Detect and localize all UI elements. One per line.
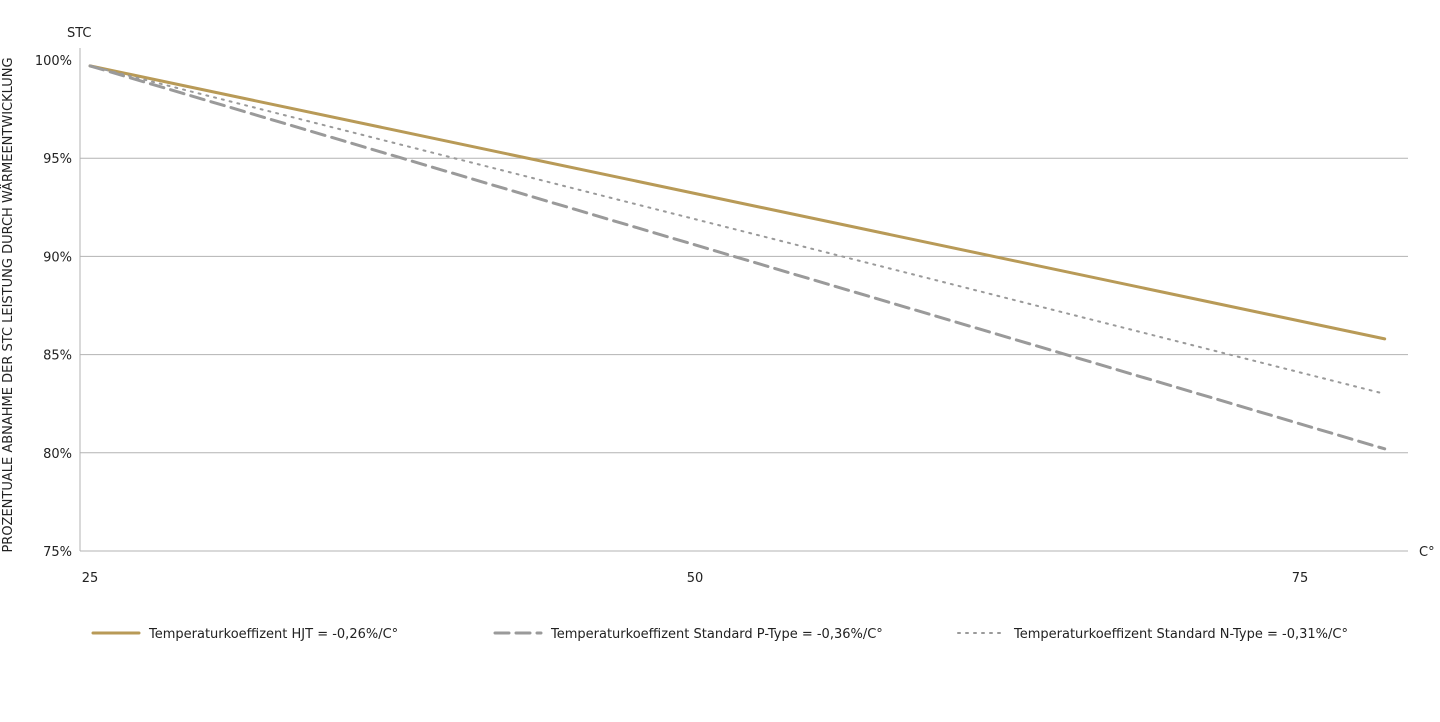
series-hjt-line <box>88 64 1387 341</box>
legend-item-p-type: Temperaturkoeffizent Standard P-Type = -… <box>493 627 883 642</box>
legend-label: Temperaturkoeffizent Standard N-Type = -… <box>1013 627 1348 642</box>
y-tick-label: 85% <box>43 349 72 364</box>
series-n-type-line <box>89 64 1386 395</box>
legend-item-hjt: Temperaturkoeffizent HJT = -0,26%/C° <box>91 627 398 642</box>
x-tick-label: 25 <box>82 571 99 586</box>
axes: 100% 95% 90% 85% 80% 75% 25 50 75 STC C° PROZENTUAL… <box>0 26 1435 586</box>
series-lines <box>88 64 1387 451</box>
y-axis-top-label: STC <box>67 26 92 41</box>
x-axis-unit-label: C° <box>1419 545 1435 560</box>
legend: Temperaturkoeffizent HJT = -0,26%/C° Temp… <box>91 627 1348 642</box>
y-tick-label: 80% <box>43 447 72 462</box>
legend-label: Temperaturkoeffizent Standard P-Type = -… <box>550 627 883 642</box>
y-tick-label: 90% <box>43 250 72 265</box>
y-tick-label: 75% <box>43 545 72 560</box>
gridlines <box>80 157 1408 552</box>
legend-item-n-type: Temperaturkoeffizent Standard N-Type = -… <box>957 627 1348 642</box>
x-tick-label: 75 <box>1292 571 1309 586</box>
y-tick-label: 95% <box>43 152 72 167</box>
y-tick-label: 100% <box>35 54 72 69</box>
legend-label: Temperaturkoeffizent HJT = -0,26%/C° <box>148 627 398 642</box>
y-axis-title: PROZENTUALE ABNAHME DER STC LEISTUNG DUR… <box>0 57 16 552</box>
series-p-type-line <box>88 64 1387 451</box>
x-tick-label: 50 <box>687 571 704 586</box>
